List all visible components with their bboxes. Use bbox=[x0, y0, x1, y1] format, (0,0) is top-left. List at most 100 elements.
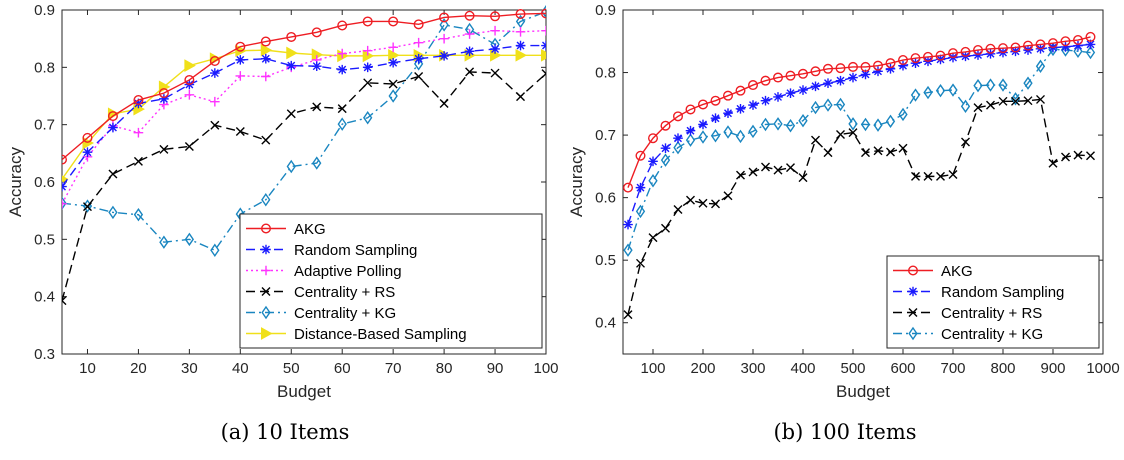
legend-label-centrality-kg: Centrality + KG bbox=[294, 305, 396, 322]
point-centrality-kg bbox=[885, 114, 896, 129]
point-akg bbox=[848, 61, 859, 72]
point-centrality-rs bbox=[723, 191, 733, 201]
point-random-sampling bbox=[1060, 42, 1071, 52]
point-random-sampling bbox=[388, 57, 398, 68]
point-centrality-rs bbox=[886, 147, 895, 157]
point-centrality-kg bbox=[810, 100, 821, 115]
point-random-sampling bbox=[973, 50, 983, 60]
x-tick-label: 30 bbox=[181, 360, 198, 377]
point-centrality-rs bbox=[761, 162, 770, 172]
point-akg bbox=[685, 104, 696, 115]
x-tick-label: 600 bbox=[890, 360, 915, 377]
point-centrality-rs bbox=[108, 169, 118, 179]
x-tick-label: 40 bbox=[232, 360, 249, 377]
point-centrality-rs bbox=[798, 173, 808, 183]
point-centrality-rs bbox=[823, 148, 833, 158]
point-random-sampling bbox=[673, 133, 683, 144]
legend-label-random-sampling: Random Sampling bbox=[941, 284, 1064, 301]
point-akg bbox=[464, 10, 475, 21]
series-line-akg bbox=[627, 36, 1091, 188]
point-centrality-rs bbox=[1011, 96, 1020, 106]
point-adaptive-polling bbox=[62, 198, 67, 209]
point-centrality-kg bbox=[785, 118, 796, 133]
y-tick-label: 0.9 bbox=[595, 2, 616, 19]
point-akg bbox=[660, 120, 671, 131]
point-random-sampling bbox=[159, 94, 169, 104]
point-centrality-kg bbox=[337, 117, 347, 131]
point-random-sampling bbox=[685, 125, 696, 136]
point-centrality-rs bbox=[936, 171, 945, 181]
point-random-sampling bbox=[773, 92, 783, 102]
point-adaptive-polling bbox=[210, 96, 220, 107]
point-centrality-rs bbox=[898, 143, 908, 153]
point-random-sampling bbox=[439, 51, 449, 61]
point-adaptive-polling bbox=[260, 71, 271, 82]
x-tick-label: 800 bbox=[990, 360, 1015, 377]
point-centrality-rs bbox=[1023, 96, 1033, 106]
point-akg bbox=[798, 68, 809, 79]
point-akg bbox=[1035, 39, 1046, 50]
point-akg bbox=[835, 63, 846, 74]
point-centrality-kg bbox=[108, 205, 118, 220]
point-adaptive-polling bbox=[184, 90, 195, 100]
point-centrality-rs bbox=[1073, 150, 1083, 160]
point-akg bbox=[286, 31, 297, 42]
point-akg bbox=[1072, 35, 1083, 46]
point-akg bbox=[898, 55, 909, 66]
point-centrality-rs bbox=[986, 100, 995, 110]
point-centrality-rs bbox=[811, 135, 820, 145]
series-line-centrality-rs bbox=[62, 71, 546, 301]
legend-marker-distance-based-sampling bbox=[261, 327, 273, 340]
x-tick-label: 90 bbox=[487, 360, 504, 377]
point-distance-based-sampling bbox=[541, 48, 546, 62]
point-centrality-kg bbox=[935, 83, 946, 98]
point-akg bbox=[760, 75, 771, 86]
point-random-sampling bbox=[710, 113, 721, 124]
point-adaptive-polling bbox=[337, 48, 348, 59]
x-tick-label: 200 bbox=[690, 360, 715, 377]
point-akg bbox=[388, 16, 399, 27]
x-tick-label: 900 bbox=[1040, 360, 1065, 377]
point-centrality-kg bbox=[648, 174, 658, 188]
point-random-sampling bbox=[62, 181, 67, 192]
point-random-sampling bbox=[848, 72, 858, 83]
point-centrality-kg bbox=[623, 243, 633, 257]
point-centrality-rs bbox=[388, 79, 398, 89]
point-akg bbox=[710, 95, 721, 106]
point-centrality-kg bbox=[1010, 92, 1021, 106]
x-tick-label: 100 bbox=[640, 360, 665, 377]
point-random-sampling bbox=[1073, 40, 1083, 51]
point-akg bbox=[673, 111, 684, 122]
series-group bbox=[623, 31, 1096, 320]
point-centrality-rs bbox=[923, 171, 933, 181]
point-akg bbox=[735, 85, 746, 96]
point-centrality-rs bbox=[711, 199, 720, 209]
y-tick-label: 0.5 bbox=[34, 231, 55, 248]
point-centrality-rs bbox=[861, 148, 870, 158]
legend-label-random-sampling: Random Sampling bbox=[294, 242, 417, 259]
y-tick-label: 0.6 bbox=[595, 190, 616, 207]
point-random-sampling bbox=[885, 63, 896, 74]
point-akg bbox=[698, 99, 709, 110]
point-akg bbox=[960, 46, 971, 57]
x-tick-label: 500 bbox=[840, 360, 865, 377]
point-distance-based-sampling bbox=[286, 46, 298, 60]
point-centrality-kg bbox=[723, 125, 733, 139]
point-random-sampling bbox=[873, 66, 883, 77]
point-centrality-kg bbox=[998, 78, 1008, 92]
point-akg bbox=[235, 41, 246, 52]
point-akg bbox=[785, 70, 796, 81]
point-centrality-rs bbox=[911, 171, 920, 181]
x-tick-label: 300 bbox=[740, 360, 765, 377]
point-centrality-rs bbox=[673, 205, 683, 215]
legend-marker-akg bbox=[261, 223, 272, 234]
point-random-sampling bbox=[660, 143, 671, 154]
point-random-sampling bbox=[311, 61, 322, 71]
y-tick-label: 0.6 bbox=[34, 174, 55, 191]
point-centrality-kg bbox=[660, 153, 671, 167]
point-akg bbox=[973, 45, 984, 56]
x-tick-label: 10 bbox=[79, 360, 96, 377]
point-centrality-rs bbox=[235, 127, 245, 137]
point-random-sampling bbox=[898, 60, 908, 71]
point-centrality-rs bbox=[159, 144, 169, 154]
